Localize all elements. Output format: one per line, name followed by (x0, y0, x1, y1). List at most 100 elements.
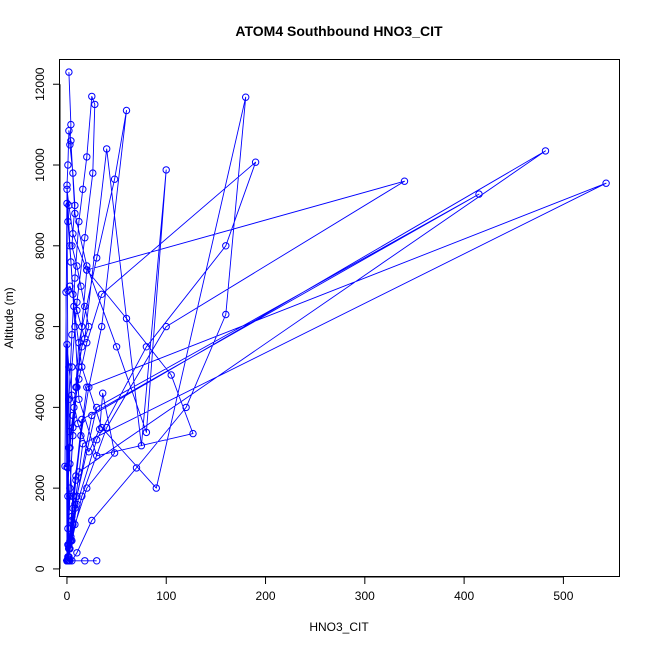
data-point (78, 492, 86, 500)
data-point (77, 431, 85, 440)
data-point (93, 452, 101, 460)
data-point (64, 492, 72, 500)
data-point (73, 262, 81, 270)
data-point (400, 177, 409, 185)
series-line (64, 72, 607, 562)
data-point (103, 423, 111, 432)
data-point (83, 339, 91, 347)
data-point (475, 190, 483, 198)
data-point (75, 375, 83, 383)
plot-frame (59, 59, 620, 577)
data-point (83, 262, 91, 270)
data-point (182, 403, 190, 412)
data-point (137, 442, 146, 450)
data-point (75, 363, 83, 371)
data-point (63, 181, 71, 189)
data-point (162, 322, 170, 331)
data-point (83, 153, 91, 161)
data-point (88, 516, 96, 525)
data-point (167, 371, 175, 379)
data-point (65, 541, 73, 549)
data-point (69, 431, 77, 440)
data-point (68, 242, 76, 250)
x-tick-label: 0 (64, 589, 71, 603)
data-point (68, 512, 76, 521)
data-point (222, 242, 230, 250)
y-tick-label: 0 (33, 565, 47, 572)
data-point (242, 93, 250, 101)
data-point (69, 230, 77, 238)
data-point (70, 302, 78, 311)
data-point (64, 553, 72, 561)
data-point (66, 242, 74, 250)
data-point (74, 419, 82, 428)
data-point (64, 217, 72, 226)
data-point (83, 266, 91, 274)
y-tick-label: 2000 (33, 474, 47, 501)
data-point (112, 343, 121, 351)
data-point (88, 92, 96, 101)
data-point (65, 363, 73, 371)
chart-title: ATOM4 Southbound HNO3_CIT (235, 23, 443, 39)
data-point (65, 68, 73, 76)
x-tick-label: 400 (454, 589, 474, 603)
data-point (189, 429, 197, 438)
data-point (142, 428, 151, 437)
data-point (67, 137, 75, 145)
data-point (66, 536, 74, 545)
y-tick-label: 10000 (33, 148, 47, 182)
data-point (64, 524, 72, 533)
data-point (73, 549, 81, 557)
y-tick-label: 4000 (33, 394, 47, 421)
data-point (89, 169, 97, 177)
data-point (67, 258, 75, 266)
data-point (85, 383, 93, 391)
data-point (63, 199, 71, 208)
y-tick-label: 12000 (33, 67, 47, 101)
data-point (85, 322, 93, 331)
data-point (77, 282, 85, 290)
data-point (72, 476, 80, 484)
y-tick-label: 8000 (33, 232, 47, 259)
data-point (68, 391, 76, 399)
data-point (62, 288, 70, 296)
data-point (81, 335, 89, 343)
data-point (68, 331, 76, 339)
data-point (83, 383, 91, 391)
data-point (69, 504, 77, 512)
y-axis-label: Altitude (m) (2, 287, 16, 348)
data-point (222, 310, 230, 319)
data-point (75, 339, 83, 347)
data-point (73, 492, 81, 500)
data-point (81, 302, 89, 311)
data-point (71, 520, 79, 529)
data-point (122, 314, 131, 323)
data-point (65, 201, 73, 210)
data-point (66, 492, 74, 500)
data-point (63, 185, 71, 194)
data-point (63, 557, 71, 565)
data-point (152, 484, 161, 492)
data-point (93, 557, 101, 565)
data-point (73, 500, 81, 508)
data-point (93, 403, 101, 412)
x-axis-label: HNO3_CIT (309, 620, 369, 634)
data-point (81, 557, 89, 565)
x-tick-label: 200 (256, 589, 276, 603)
data-point (65, 444, 73, 452)
data-point (69, 423, 77, 432)
data-point (69, 492, 77, 500)
x-tick-label: 100 (156, 589, 176, 603)
data-point (122, 106, 131, 115)
data-point (68, 363, 76, 371)
data-point (71, 274, 79, 282)
data-point (78, 415, 86, 424)
data-point (65, 545, 73, 553)
data-point (75, 468, 83, 476)
data-point (66, 282, 74, 290)
data-point (66, 557, 74, 565)
data-point (93, 254, 101, 262)
data-point (75, 395, 83, 403)
